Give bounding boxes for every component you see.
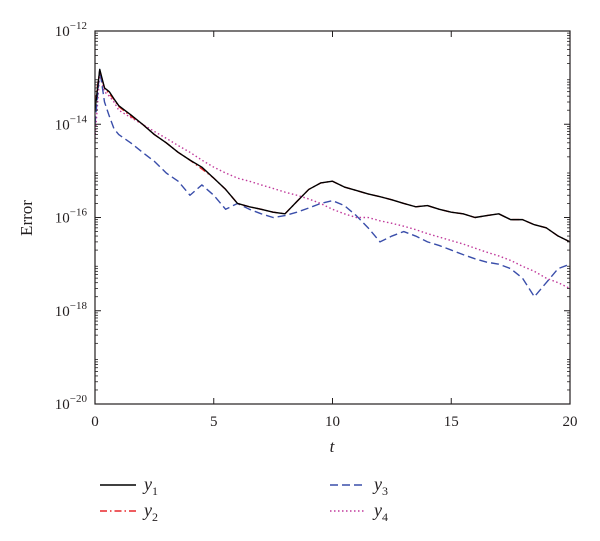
series-line-y2 — [95, 70, 570, 243]
plot-frame — [94, 30, 571, 405]
legend-label-y2: y2 — [142, 500, 158, 524]
x-axis-label: t — [330, 437, 336, 456]
legend-label-y4: y4 — [372, 500, 388, 524]
x-tick-label: 5 — [210, 414, 218, 430]
legend-label-y3: y3 — [372, 474, 388, 498]
x-tick-label: 10 — [325, 414, 340, 430]
y-tick-label: 10−20 — [55, 393, 88, 413]
ticks-layer: 0 5 10 15 20 10−20 10−18 10−16 10−14 10−12 — [55, 20, 578, 430]
series-line-y3 — [95, 68, 570, 298]
series-layer — [95, 68, 570, 298]
y-tick-label: 10−12 — [55, 20, 87, 40]
y-tick-label: 10−16 — [55, 207, 88, 227]
x-tick-label: 20 — [563, 414, 578, 430]
legend-label-y1: y1 — [142, 474, 158, 498]
y-tick-label: 10−14 — [55, 113, 88, 133]
y-tick-label: 10−18 — [55, 300, 88, 320]
x-tick-label: 15 — [444, 414, 459, 430]
series-line-y1 — [95, 68, 570, 243]
x-tick-label: 0 — [91, 414, 99, 430]
y-axis-label: Error — [17, 200, 36, 236]
